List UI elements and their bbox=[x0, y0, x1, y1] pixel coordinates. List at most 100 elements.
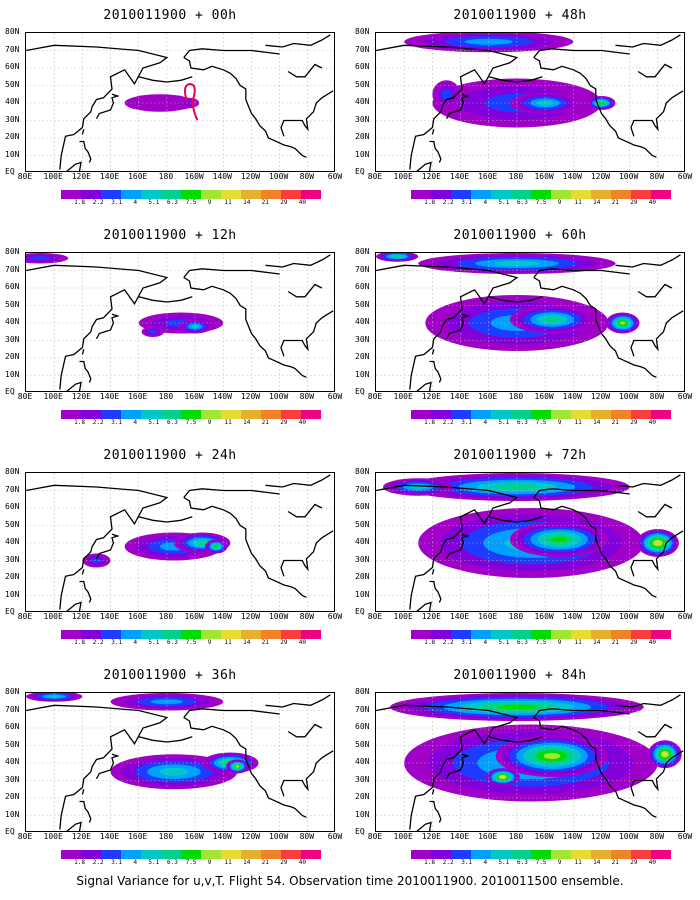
colorbar-label: 2.2 bbox=[442, 859, 454, 866]
longitude-labels: 80E 100E 120E 140E 160E 180 160W 140W 120W 100W 80… bbox=[365, 173, 695, 183]
longitude-label: 100W bbox=[268, 392, 289, 401]
latitude-label: 80N bbox=[355, 467, 370, 476]
coastline bbox=[81, 789, 85, 795]
colorbar-swatch bbox=[571, 850, 591, 859]
longitude-label: 100W bbox=[268, 612, 289, 621]
coastline bbox=[488, 516, 543, 523]
colorbar-label: 14 bbox=[243, 199, 251, 206]
latitude-label: 10N bbox=[355, 589, 370, 599]
colorbar-label: 7.5 bbox=[185, 639, 197, 646]
coastline bbox=[637, 723, 673, 738]
colorbar-label: 7.5 bbox=[535, 419, 547, 426]
coastline bbox=[445, 93, 470, 120]
coastline bbox=[265, 254, 331, 268]
colorbar-swatch bbox=[571, 410, 591, 419]
variance-contour bbox=[495, 484, 539, 490]
colorbar-label: 6.3 bbox=[517, 859, 528, 866]
variance-map bbox=[376, 33, 684, 171]
longitude-label: 100E bbox=[43, 392, 63, 401]
colorbar-swatch bbox=[411, 850, 431, 859]
longitude-label: 100E bbox=[43, 172, 63, 181]
colorbar-label: 1.8 bbox=[74, 199, 85, 206]
latitude-label: 30N bbox=[5, 774, 20, 784]
longitude-label: 100E bbox=[43, 612, 63, 621]
latitude-label: 20N bbox=[5, 352, 20, 361]
latitude-label: 40N bbox=[5, 757, 20, 766]
colorbar-label: 3.1 bbox=[461, 639, 473, 646]
longitude-label: 140W bbox=[562, 832, 582, 841]
colorbar-swatch bbox=[651, 850, 671, 859]
colorbar-label: 14 bbox=[593, 419, 601, 426]
coastline bbox=[637, 63, 673, 78]
map-panel-12h: 2010011900 + 12h 80N 70N 60N 50N 40N 30N 20N 10N… bbox=[5, 228, 342, 428]
colorbar-swatch bbox=[201, 850, 221, 859]
colorbar-swatch bbox=[261, 850, 281, 859]
colorbar-label: 7.5 bbox=[535, 859, 547, 866]
latitude-labels: 80N 70N 60N 50N 40N 30N 20N 10N EQ bbox=[355, 248, 375, 396]
colorbar-swatch bbox=[571, 190, 591, 199]
latitude-label: 30N bbox=[355, 114, 370, 124]
latitude-label: 60N bbox=[355, 722, 370, 731]
latitude-label: 30N bbox=[355, 334, 370, 344]
panel-title: 2010011900 + 24h bbox=[103, 448, 237, 463]
colorbar-swatch bbox=[611, 410, 631, 419]
colorbar-swatch bbox=[141, 190, 161, 199]
latitude-label: 80N bbox=[5, 467, 20, 476]
panel-title: 2010011900 + 48h bbox=[453, 8, 587, 23]
coastline bbox=[445, 313, 470, 340]
latitude-label: 70N bbox=[5, 704, 20, 714]
longitude-label: 80W bbox=[649, 832, 665, 841]
colorbar-swatch bbox=[261, 190, 281, 199]
colorbar-swatch bbox=[471, 190, 491, 199]
colorbar-swatch bbox=[551, 190, 571, 199]
coastline bbox=[138, 516, 193, 523]
longitude-labels: 80E 100E 120E 140E 160E 180 160W 140W 120W 100W 80… bbox=[365, 613, 695, 623]
colorbar-swatch bbox=[61, 630, 81, 639]
colorbar-label: 40 bbox=[298, 199, 307, 206]
colorbar-swatch bbox=[531, 850, 551, 859]
longitude-label: 160E bbox=[478, 392, 498, 401]
latitude-label: 40N bbox=[5, 537, 20, 546]
colorbar-label: 9 bbox=[207, 419, 212, 426]
colorbar-label: 40 bbox=[648, 859, 657, 866]
latitude-label: 50N bbox=[5, 299, 20, 309]
variance-contour bbox=[91, 557, 102, 564]
latitude-label: EQ bbox=[5, 167, 15, 176]
colorbar bbox=[61, 410, 321, 419]
colorbar-label: 21 bbox=[611, 859, 619, 866]
latitude-label: 60N bbox=[355, 502, 370, 511]
colorbar-label: 2.2 bbox=[92, 419, 104, 426]
colorbar-swatch bbox=[181, 630, 201, 639]
coastline bbox=[183, 716, 307, 818]
colorbar-label: 40 bbox=[648, 199, 657, 206]
longitude-label: 60W bbox=[677, 832, 693, 841]
colorbar-swatch bbox=[221, 190, 241, 199]
longitude-label: 160W bbox=[534, 392, 554, 401]
coastline bbox=[95, 93, 120, 120]
longitude-label: 80W bbox=[649, 172, 665, 181]
coastline bbox=[533, 48, 630, 58]
longitude-label: 100E bbox=[393, 832, 413, 841]
coastline bbox=[630, 310, 684, 357]
colorbar-label: 2.2 bbox=[92, 639, 104, 646]
longitude-label: 120W bbox=[240, 392, 261, 401]
colorbar-swatch bbox=[511, 190, 531, 199]
latitude-labels: 80N 70N 60N 50N 40N 30N 20N 10N EQ bbox=[355, 28, 375, 176]
longitude-label: 120W bbox=[590, 172, 611, 181]
colorbar-label: 3.1 bbox=[111, 419, 123, 426]
latitude-label: 80N bbox=[355, 27, 370, 36]
colorbar-label: 14 bbox=[243, 859, 251, 866]
longitude-label: 180 bbox=[158, 612, 174, 621]
longitude-label: 80E bbox=[367, 172, 383, 181]
longitude-label: 160W bbox=[184, 832, 204, 841]
variance-contour bbox=[655, 541, 661, 545]
variance-contour bbox=[495, 704, 539, 710]
coastline bbox=[26, 704, 169, 830]
colorbar-label: 9 bbox=[207, 199, 212, 206]
map-panel-24h: 2010011900 + 24h 80N 70N 60N 50N 40N 30N 20N 10N… bbox=[5, 448, 342, 648]
longitude-label: 160W bbox=[184, 612, 204, 621]
colorbar-label: 2.2 bbox=[442, 199, 454, 206]
coastline bbox=[431, 129, 435, 135]
colorbar-labels: 1.8 2.2 3.1 4 5.1 6.3 7.5 9 11 14 21 29 40 bbox=[411, 640, 671, 648]
latitude-label: 10N bbox=[5, 149, 20, 159]
